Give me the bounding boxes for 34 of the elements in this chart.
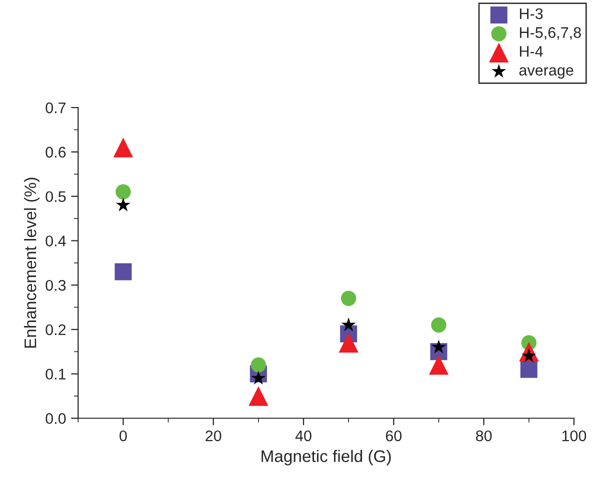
legend-label: average: [519, 67, 574, 79]
x-tick-label: 60: [386, 430, 402, 442]
legend-label: H-5,6,7,8: [520, 27, 581, 40]
point: [431, 317, 446, 333]
y-tick-label: 0.1: [46, 368, 66, 380]
x-tick-label: 20: [206, 430, 222, 442]
y-axis-title: Enhancement level (%): [24, 178, 40, 348]
y-tick-label: 0.7: [46, 102, 66, 114]
y-tick-label: 0.3: [46, 280, 66, 291]
y-tick-label: 0.0: [46, 413, 66, 424]
point: [338, 332, 358, 353]
point: [428, 355, 449, 375]
point: [113, 138, 134, 158]
y-tick-label: 0.2: [46, 324, 66, 336]
legend-label: H-3: [520, 8, 543, 20]
y-tick-label: 0.5: [46, 191, 66, 202]
point: [251, 370, 266, 384]
point: [431, 340, 446, 354]
point: [340, 290, 356, 306]
point: [116, 184, 131, 200]
y-tick-label: 0.6: [46, 146, 66, 158]
x-tick-label: 100: [562, 430, 586, 442]
x-tick-label: 80: [476, 430, 492, 442]
point: [341, 317, 356, 332]
point: [520, 360, 538, 378]
point: [248, 386, 268, 406]
x-tick-label: 40: [295, 430, 312, 442]
x-axis-title: Magnetic field (G): [262, 450, 391, 466]
y-tick-label: 0.4: [46, 236, 66, 246]
point: [116, 198, 130, 212]
legend-label: H-4: [520, 46, 543, 57]
x-tick-label: 0: [120, 430, 127, 442]
point: [114, 263, 132, 280]
point: [250, 357, 266, 373]
